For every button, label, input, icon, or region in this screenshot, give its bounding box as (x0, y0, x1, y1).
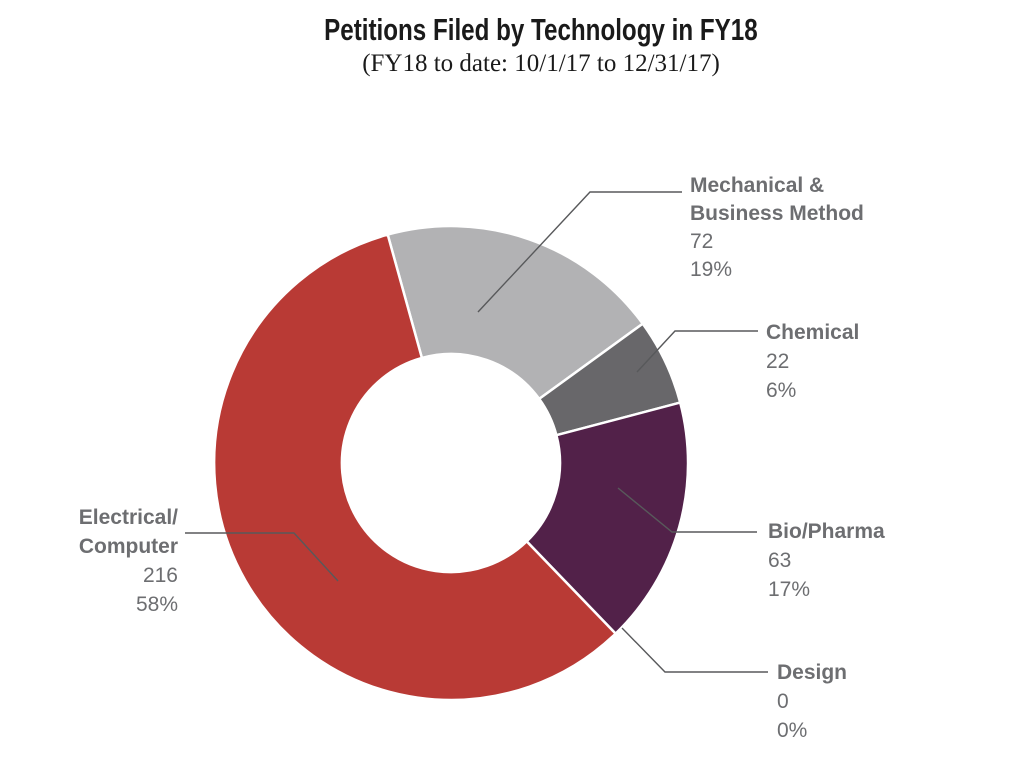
slice-percent: 17% (768, 578, 811, 601)
slice-count: 0 (777, 690, 789, 713)
callout-design: Design 0 0% (777, 658, 847, 745)
donut-slices (212, 224, 690, 702)
leader-line-bio-pharma (617, 487, 757, 533)
chart-title-text: Petitions Filed by Technology in FY18 (324, 12, 758, 47)
slice-mechanical-business-method (386, 224, 644, 401)
leader-line-electrical-computer (185, 532, 339, 582)
slice-count: 72 (690, 230, 714, 253)
slice-label-line: Computer (78, 535, 178, 558)
callout-chemical: Chemical 22 6% (766, 318, 859, 405)
slice-label-line: Business Method (690, 202, 864, 225)
leader-lines (185, 191, 768, 673)
slice-label-line: Design (777, 661, 848, 684)
chart-title: Petitions Filed by Technology in FY18 (61, 12, 1020, 48)
callout-bio-pharma: Bio/Pharma 63 17% (768, 517, 885, 604)
leader-line-design (621, 627, 768, 673)
slice-percent: 6% (766, 379, 797, 402)
slice-percent: 58% (135, 593, 178, 616)
slice-percent: 0% (777, 719, 808, 742)
chart-subtitle: (FY18 to date: 10/1/17 to 12/31/17) (362, 50, 720, 77)
slice-label-line: Mechanical & (690, 174, 825, 197)
slice-bio-pharma (525, 401, 690, 635)
leader-line-mechanical-business-method (477, 191, 682, 313)
callout-mechanical-business-method: Mechanical & Business Method 72 19% (690, 172, 864, 284)
callout-electrical-computer: Electrical/ Computer 216 58% (0, 503, 178, 619)
slice-label-line: Electrical/ (78, 506, 178, 529)
slice-label-line: Chemical (766, 321, 860, 344)
slice-count: 63 (768, 549, 792, 572)
chart-header: Petitions Filed by Technology in FY18 (F… (61, 12, 1020, 78)
slice-percent: 19% (690, 258, 733, 281)
slice-count: 216 (142, 564, 178, 587)
slice-label-line: Bio/Pharma (768, 520, 885, 543)
slice-count: 22 (766, 350, 790, 373)
slice-electrical-computer (212, 233, 617, 702)
leader-line-chemical (636, 330, 758, 373)
